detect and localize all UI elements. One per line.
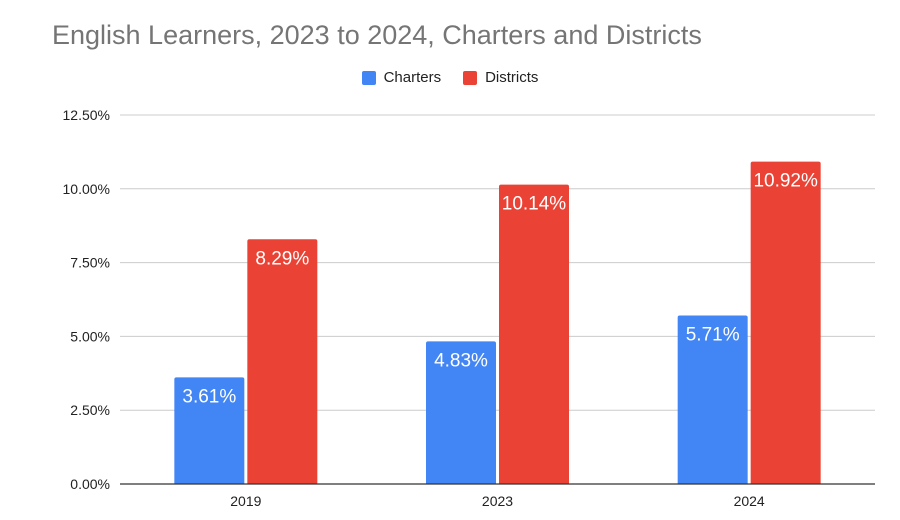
y-tick-label: 5.00% <box>70 328 110 344</box>
y-tick-label: 12.50% <box>63 107 110 123</box>
x-tick-label: 2023 <box>482 493 513 509</box>
y-tick-label: 7.50% <box>70 255 110 271</box>
data-label: 4.83% <box>434 350 488 371</box>
legend-swatch-charters <box>361 70 376 85</box>
bar-charters-2019[interactable] <box>174 377 245 484</box>
data-label: 5.71% <box>686 324 740 345</box>
bar-charters-2024[interactable] <box>677 315 748 484</box>
legend-label-districts: Districts <box>485 69 539 86</box>
y-tick-label: 10.00% <box>63 181 110 197</box>
y-tick-label: 0.00% <box>70 476 110 492</box>
data-label: 10.92% <box>753 171 818 192</box>
x-tick-label: 2019 <box>230 493 261 509</box>
legend-item-charters[interactable]: Charters <box>361 69 442 86</box>
bar-districts-2023[interactable] <box>499 184 569 484</box>
data-label: 8.29% <box>255 248 309 269</box>
chart-legend: Charters Districts <box>0 69 900 86</box>
chart-title: English Learners, 2023 to 2024, Charters… <box>52 20 702 50</box>
y-tick-label: 2.50% <box>70 402 110 418</box>
bar-districts-2024[interactable] <box>750 161 821 484</box>
legend-item-districts[interactable]: Districts <box>463 69 538 86</box>
legend-label-charters: Charters <box>383 69 442 86</box>
bar-districts-2019[interactable] <box>247 239 318 484</box>
data-label: 10.14% <box>502 194 567 215</box>
data-label: 3.61% <box>182 386 236 407</box>
bar-charters-2023[interactable] <box>426 341 496 484</box>
x-tick-label: 2024 <box>734 493 765 509</box>
legend-swatch-districts <box>463 70 478 85</box>
